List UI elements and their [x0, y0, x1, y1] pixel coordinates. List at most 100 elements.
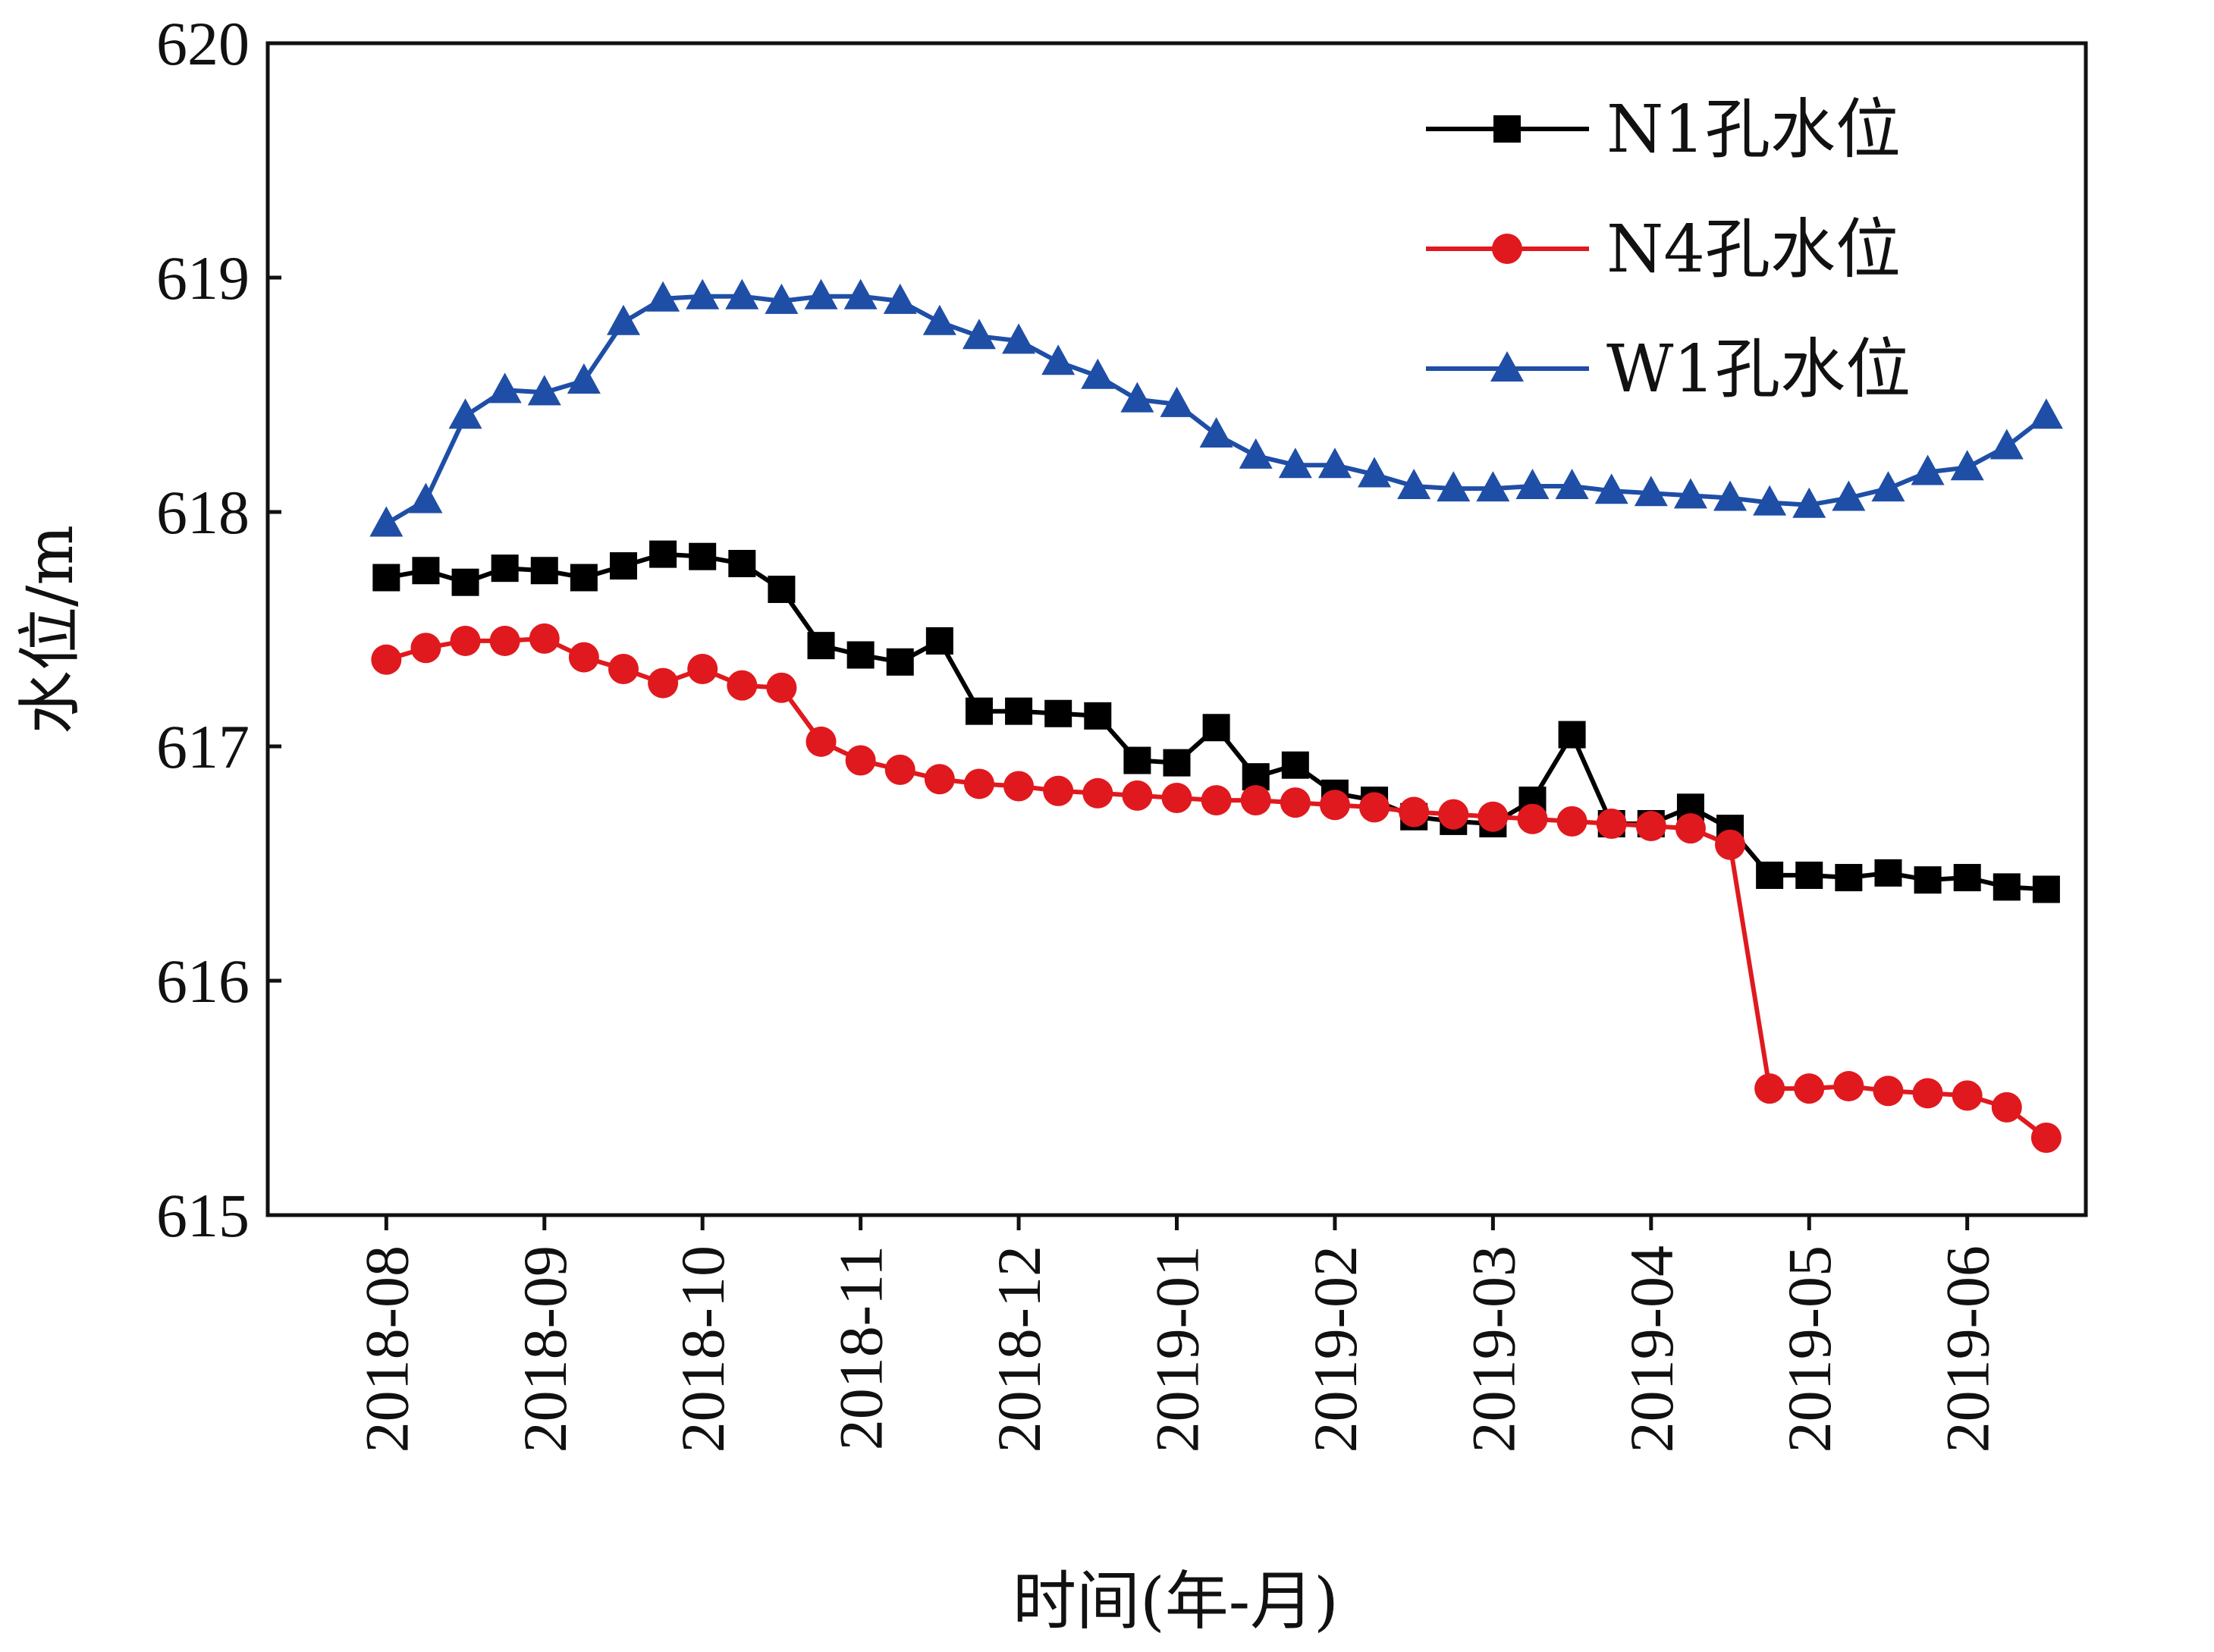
- data-point: [1043, 775, 1074, 806]
- data-point: [1596, 808, 1627, 839]
- x-tick-label: 2018-12: [985, 1245, 1054, 1453]
- data-point: [924, 764, 955, 795]
- x-axis-title: 时间(年-月): [1013, 1564, 1339, 1638]
- x-tick-label: 2019-03: [1459, 1245, 1528, 1453]
- data-point: [846, 641, 875, 669]
- data-point: [1912, 1078, 1943, 1109]
- data-point: [1081, 358, 1115, 389]
- data-point: [1280, 787, 1311, 818]
- y-tick-label: 618: [156, 478, 250, 547]
- y-tick-label: 616: [156, 947, 250, 1016]
- data-point: [1753, 485, 1787, 516]
- data-point: [409, 482, 443, 514]
- data-point: [1715, 829, 1746, 860]
- legend-item-n4: N4孔水位: [1426, 212, 1901, 287]
- data-point: [567, 363, 601, 394]
- data-point: [1991, 1091, 2022, 1123]
- x-tick-label: 2018-11: [827, 1245, 896, 1450]
- data-point: [1911, 454, 1945, 485]
- data-point: [768, 575, 796, 603]
- data-point: [1873, 1076, 1904, 1107]
- data-point: [962, 319, 996, 350]
- data-point: [1795, 861, 1823, 889]
- legend: N1孔水位 N4孔水位 W1孔水位: [1426, 92, 1911, 407]
- y-tick-label: 615: [156, 1181, 250, 1250]
- data-point: [1437, 471, 1471, 502]
- data-point: [1478, 801, 1509, 832]
- data-point: [648, 667, 679, 699]
- data-point: [527, 375, 561, 406]
- x-tick-label: 2018-08: [352, 1245, 421, 1453]
- data-point: [1084, 702, 1112, 730]
- data-point: [883, 283, 917, 314]
- y-tick-label: 620: [156, 9, 250, 78]
- data-point: [1555, 469, 1589, 500]
- data-point: [1833, 1071, 1864, 1102]
- data-point: [1359, 792, 1390, 823]
- data-point: [1673, 478, 1707, 509]
- data-point: [1635, 811, 1666, 842]
- data-point: [1239, 438, 1273, 469]
- data-point: [606, 304, 640, 335]
- data-point: [689, 542, 717, 570]
- data-point: [1515, 469, 1550, 500]
- data-point: [1003, 771, 1035, 802]
- data-point: [1989, 429, 2024, 460]
- legend-item-w1: W1孔水位: [1426, 331, 1911, 407]
- data-point: [804, 278, 838, 309]
- y-axis: 615 616 617 618 619 620: [156, 9, 281, 1250]
- data-point: [1832, 480, 1866, 511]
- y-tick-label: 619: [156, 243, 250, 312]
- data-point: [728, 549, 756, 577]
- y-tick-label: 617: [156, 712, 250, 781]
- series-2: [369, 278, 2063, 537]
- data-point: [488, 372, 522, 404]
- data-point: [1123, 746, 1151, 774]
- data-point: [1397, 469, 1431, 500]
- data-point: [1278, 448, 1312, 479]
- x-tick-label: 2018-10: [668, 1245, 737, 1453]
- data-point: [1517, 803, 1548, 834]
- x-tick-label: 2018-09: [510, 1245, 579, 1453]
- data-point: [1993, 873, 2021, 901]
- y-axis-title: 水位/m: [13, 525, 87, 734]
- data-point: [725, 278, 759, 309]
- data-point: [886, 648, 914, 676]
- x-tick-label: 2019-01: [1143, 1245, 1212, 1453]
- data-point: [1953, 864, 1981, 892]
- data-point: [489, 625, 520, 656]
- data-point: [1319, 790, 1350, 821]
- data-point: [806, 726, 837, 757]
- data-point: [686, 278, 720, 309]
- data-point: [1082, 777, 1113, 809]
- data-point: [609, 552, 637, 580]
- data-point: [1044, 699, 1072, 727]
- data-point: [1594, 473, 1628, 504]
- data-point: [845, 745, 876, 776]
- data-point: [1713, 480, 1748, 511]
- data-point: [1556, 806, 1587, 837]
- data-point: [1317, 448, 1352, 479]
- data-point: [1161, 782, 1192, 813]
- data-point: [568, 642, 599, 673]
- data-point: [646, 281, 680, 312]
- data-point: [2029, 398, 2063, 429]
- data-point: [963, 768, 994, 799]
- x-tick-label: 2019-05: [1775, 1245, 1844, 1453]
- data-point: [965, 697, 993, 725]
- x-tick-label: 2019-04: [1617, 1245, 1686, 1453]
- data-point: [1201, 785, 1232, 816]
- data-point: [1476, 471, 1510, 502]
- data-point: [2032, 875, 2060, 903]
- series-1: [371, 623, 2062, 1154]
- data-point: [371, 644, 402, 675]
- data-point: [807, 632, 835, 660]
- data-point: [884, 754, 915, 785]
- data-point: [925, 627, 953, 655]
- data-point: [1874, 859, 1902, 887]
- x-tick-label: 2019-02: [1301, 1245, 1370, 1453]
- data-point: [491, 554, 519, 583]
- data-point: [1558, 721, 1586, 749]
- data-point: [1163, 749, 1191, 777]
- data-point: [1754, 1073, 1785, 1104]
